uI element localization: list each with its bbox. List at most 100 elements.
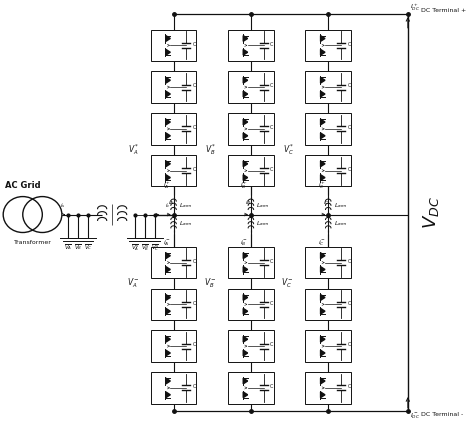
Polygon shape [320, 78, 325, 83]
Text: C: C [347, 301, 351, 306]
Polygon shape [320, 119, 325, 125]
Bar [228, 330, 273, 362]
Polygon shape [243, 91, 247, 97]
Text: $i_C$: $i_C$ [323, 198, 329, 207]
Text: $I^-_{DC}$: $I^-_{DC}$ [410, 412, 420, 421]
Text: C: C [270, 301, 273, 306]
Text: C: C [192, 125, 196, 130]
Polygon shape [320, 308, 325, 314]
Bar [228, 72, 273, 103]
Polygon shape [243, 336, 247, 342]
Text: DC Terminal -: DC Terminal - [421, 412, 464, 417]
Text: C: C [192, 301, 196, 306]
Text: DC Terminal +: DC Terminal + [421, 8, 467, 13]
Text: C: C [270, 259, 273, 264]
Text: $V_A$: $V_A$ [64, 243, 72, 252]
Polygon shape [243, 119, 247, 125]
Text: $L_{arm}$: $L_{arm}$ [179, 201, 193, 210]
Polygon shape [243, 378, 247, 384]
Text: C: C [347, 84, 351, 88]
Text: $i_c$: $i_c$ [165, 201, 171, 210]
Text: $i^+_A$: $i^+_A$ [163, 180, 171, 191]
Text: C: C [192, 342, 196, 347]
Text: C: C [347, 342, 351, 347]
Bar [151, 155, 196, 186]
Text: $L_{arm}$: $L_{arm}$ [334, 219, 347, 228]
Polygon shape [320, 36, 325, 41]
Polygon shape [320, 295, 325, 300]
Text: C: C [347, 42, 351, 47]
Bar [305, 30, 351, 61]
Polygon shape [166, 78, 170, 83]
Bar [151, 247, 196, 278]
Polygon shape [166, 295, 170, 300]
Bar [305, 113, 351, 145]
Text: $V_{DC}$: $V_{DC}$ [420, 196, 441, 229]
Polygon shape [166, 175, 170, 181]
Text: $i^-_B$: $i^-_B$ [240, 238, 249, 248]
Polygon shape [320, 336, 325, 342]
Text: C: C [347, 167, 351, 172]
Bar [228, 113, 273, 145]
Polygon shape [320, 133, 325, 139]
Text: $V^s_A$: $V^s_A$ [131, 243, 139, 253]
Polygon shape [243, 175, 247, 181]
Text: $V^-_A$: $V^-_A$ [127, 277, 139, 290]
Polygon shape [320, 175, 325, 181]
Text: C: C [347, 259, 351, 264]
Text: $V^s_B$: $V^s_B$ [141, 243, 149, 253]
Polygon shape [320, 161, 325, 167]
Text: C: C [192, 84, 196, 88]
Polygon shape [243, 36, 247, 41]
Polygon shape [320, 267, 325, 272]
Bar [151, 289, 196, 320]
Text: C: C [270, 167, 273, 172]
Text: $V^-_C$: $V^-_C$ [281, 277, 294, 290]
Polygon shape [166, 378, 170, 384]
Polygon shape [166, 119, 170, 125]
Bar [151, 72, 196, 103]
Bar [305, 372, 351, 404]
Text: C: C [192, 167, 196, 172]
Text: C: C [270, 342, 273, 347]
Bar [151, 372, 196, 404]
Polygon shape [166, 253, 170, 259]
Polygon shape [320, 50, 325, 55]
Polygon shape [166, 91, 170, 97]
Polygon shape [243, 392, 247, 398]
Text: $V^s_C$: $V^s_C$ [151, 243, 159, 253]
Polygon shape [243, 267, 247, 272]
Bar [305, 72, 351, 103]
Text: $V_C$: $V_C$ [84, 243, 92, 252]
Text: $V_B$: $V_B$ [74, 243, 82, 252]
Polygon shape [243, 350, 247, 356]
Polygon shape [166, 392, 170, 398]
Polygon shape [243, 133, 247, 139]
Polygon shape [320, 350, 325, 356]
Text: $L_{arm}$: $L_{arm}$ [256, 219, 270, 228]
Polygon shape [166, 350, 170, 356]
Polygon shape [166, 36, 170, 41]
Text: $i_B$: $i_B$ [246, 198, 252, 207]
Text: $i_s$: $i_s$ [60, 201, 66, 210]
Bar [305, 155, 351, 186]
Bar [305, 289, 351, 320]
Text: $i^-_C$: $i^-_C$ [318, 238, 326, 248]
Polygon shape [166, 50, 170, 55]
Text: C: C [347, 384, 351, 389]
Polygon shape [243, 78, 247, 83]
Bar [151, 330, 196, 362]
Polygon shape [166, 336, 170, 342]
Bar [228, 155, 273, 186]
Polygon shape [320, 91, 325, 97]
Text: C: C [192, 259, 196, 264]
Polygon shape [320, 392, 325, 398]
Text: $L_{arm}$: $L_{arm}$ [256, 201, 270, 210]
Text: Transformer: Transformer [14, 240, 52, 245]
Polygon shape [166, 267, 170, 272]
Polygon shape [166, 308, 170, 314]
Text: $V^*_A$: $V^*_A$ [128, 142, 139, 157]
Polygon shape [243, 308, 247, 314]
Text: $i^-_A$: $i^-_A$ [163, 238, 171, 248]
Polygon shape [243, 253, 247, 259]
